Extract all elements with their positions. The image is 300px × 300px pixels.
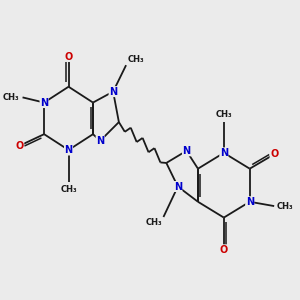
Text: N: N xyxy=(40,98,48,108)
Text: N: N xyxy=(246,197,254,207)
Text: N: N xyxy=(64,145,73,155)
Text: O: O xyxy=(64,52,73,61)
Text: N: N xyxy=(174,182,182,191)
Text: O: O xyxy=(220,245,228,255)
Text: N: N xyxy=(220,148,228,158)
Text: CH₃: CH₃ xyxy=(277,202,294,211)
Text: CH₃: CH₃ xyxy=(128,55,144,64)
Text: CH₃: CH₃ xyxy=(60,184,77,194)
Text: N: N xyxy=(109,87,117,97)
Text: CH₃: CH₃ xyxy=(146,218,162,227)
Text: O: O xyxy=(16,141,24,151)
Text: N: N xyxy=(182,146,190,156)
Text: CH₃: CH₃ xyxy=(215,110,232,119)
Text: CH₃: CH₃ xyxy=(3,93,20,102)
Text: N: N xyxy=(96,136,104,146)
Text: O: O xyxy=(270,149,278,159)
